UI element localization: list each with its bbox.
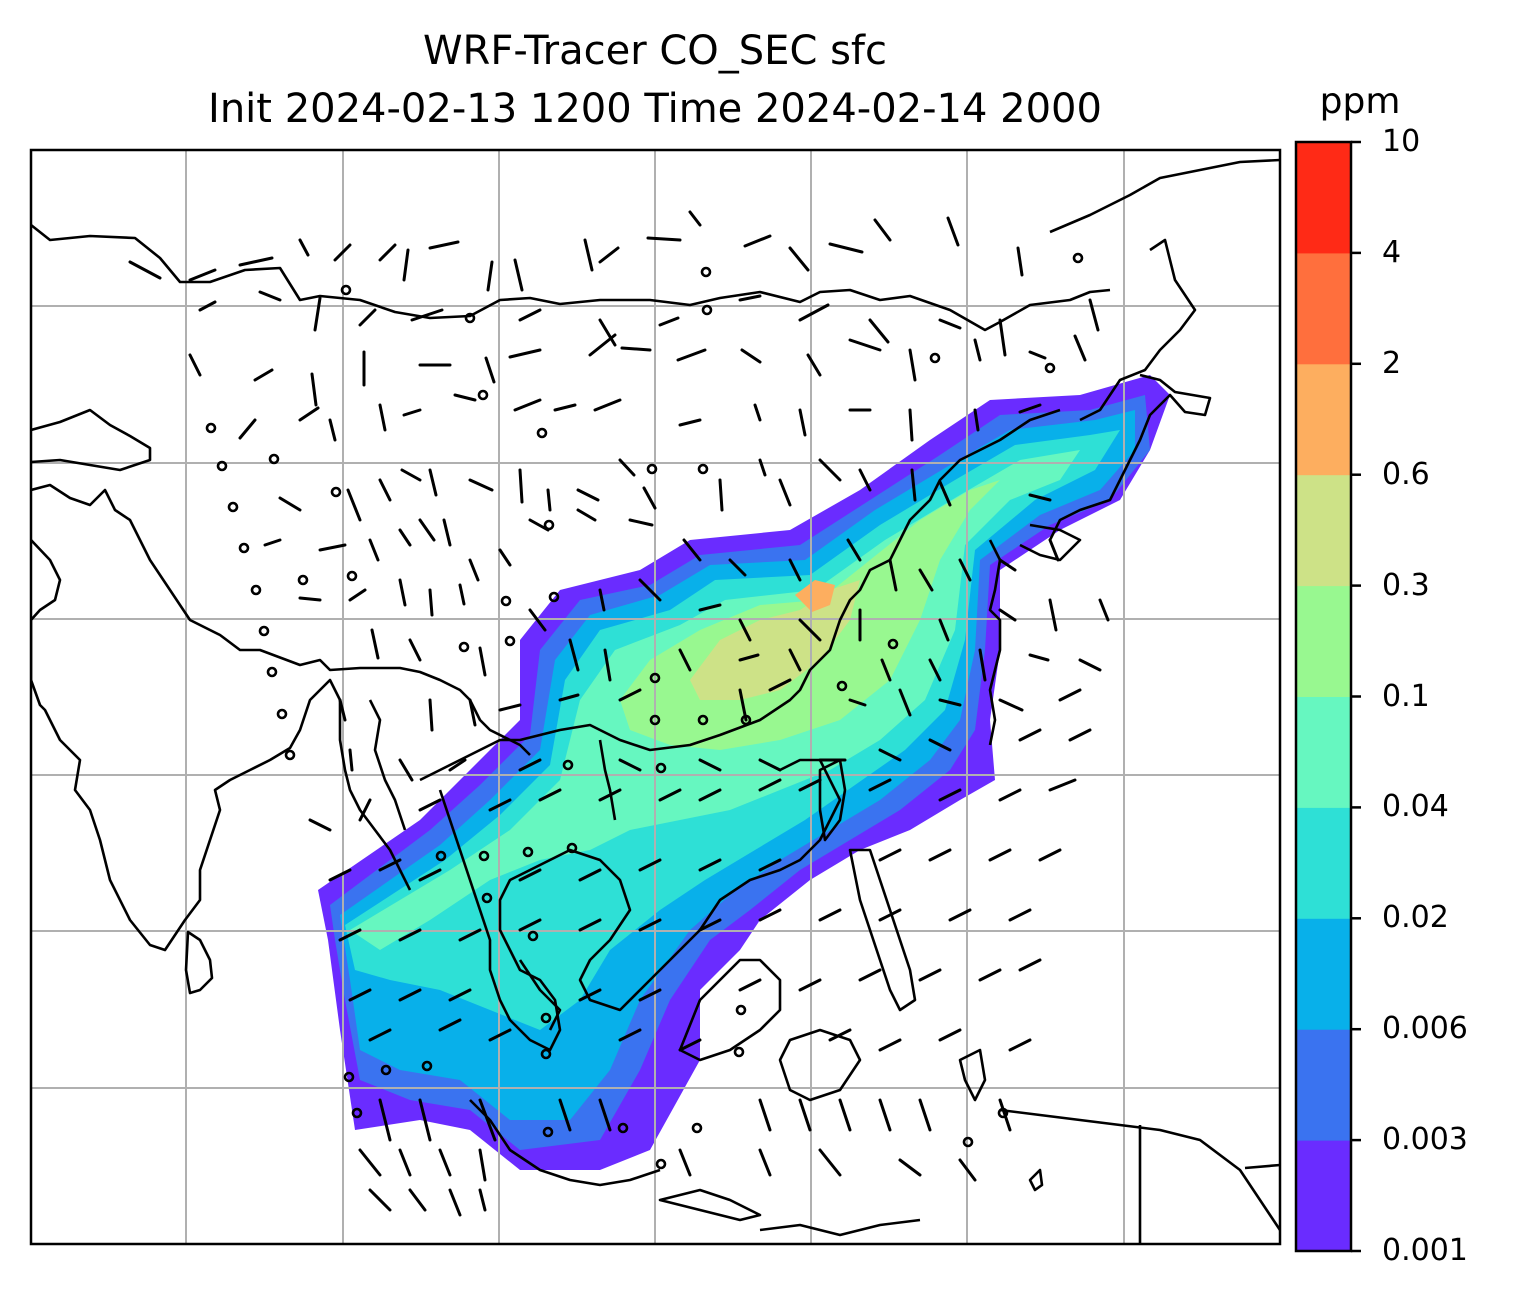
colorbar-tick-label: 0.006 [1382,1011,1468,1047]
colorbar-unit-label: ppm [1319,81,1401,122]
gridlines [31,150,1280,1244]
colorbar-segment [1296,1140,1351,1252]
colorbar-tick-label: 0.1 [1382,678,1430,714]
colorbar-segment [1296,1029,1351,1141]
wind-barbs [128,210,1110,1217]
colorbar-tick-label: 10 [1382,124,1421,159]
coastlines [31,158,1280,1244]
colorbar-tick-label: 0.04 [1382,789,1449,825]
colorbar-tick-label: 0.003 [1382,1122,1468,1158]
colorbar-tick-label: 0.6 [1382,456,1430,492]
calm-markers [205,252,1084,1170]
colorbar-tick-label: 0.3 [1382,567,1430,603]
colorbar-segment [1296,252,1351,365]
colorbar-tick-label: 0.02 [1382,900,1449,936]
plume-layer-0.3 [690,580,860,700]
colorbar-tick-label: 2 [1382,345,1402,381]
colorbar-segment [1296,585,1351,697]
colorbar-segment [1296,363,1351,476]
colorbar-segment [1296,142,1351,254]
colorbar [1294,140,1361,1253]
map-frame [29,148,1282,1246]
colorbar-segment [1296,807,1351,919]
colorbar-segment [1296,918,1351,1030]
colorbar-tick-label: 0.001 [1382,1233,1468,1268]
colorbar-tick-label: 4 [1382,234,1402,270]
colorbar-segment [1296,474,1351,587]
colorbar-segment [1296,696,1351,808]
chart-title-line1: WRF-Tracer CO_SEC sfc [422,28,888,74]
plume-layer-0.6 [795,580,835,612]
chart-title-line2: Init 2024-02-13 1200 Time 2024-02-14 200… [208,86,1102,132]
